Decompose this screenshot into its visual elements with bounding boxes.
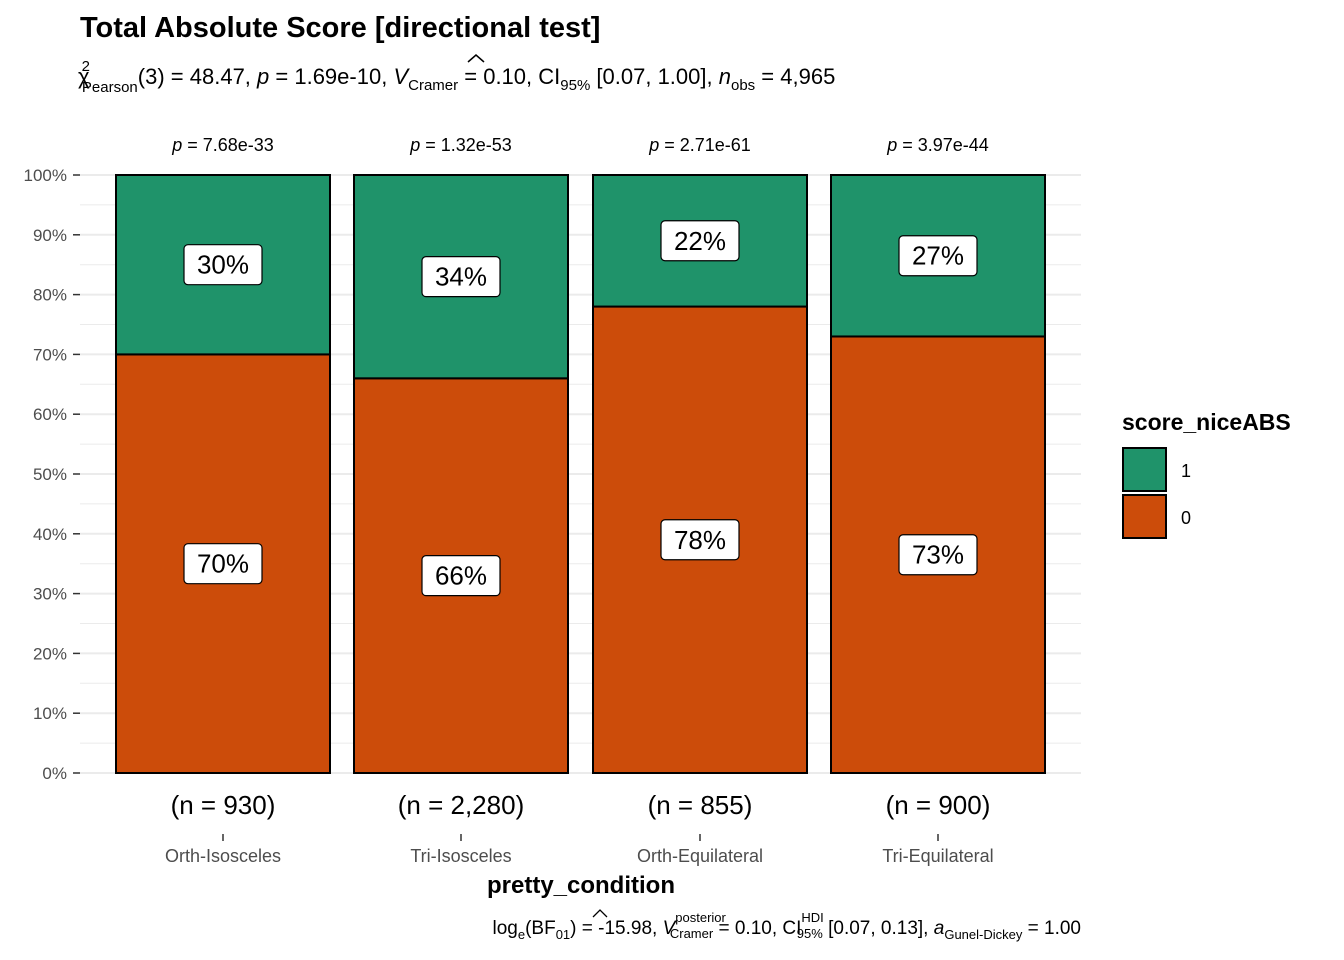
bars xyxy=(115,174,1046,774)
data-label: 22% xyxy=(674,226,726,256)
caption-v-hat-mark xyxy=(592,909,608,918)
data-label-box xyxy=(421,555,501,597)
n-label: (n = 2,280) xyxy=(398,790,524,820)
p-value-label: p = 3.97e-44 xyxy=(886,135,989,155)
n-label: (n = 900) xyxy=(886,790,991,820)
v-hat-mark xyxy=(467,54,485,63)
data-label-box xyxy=(421,256,501,298)
p-value-labels: p = 7.68e-33 p = 1.32e-53 p = 2.71e-61 p = … xyxy=(171,135,989,155)
chart-subtitle: χ2 Pearson(3) = 48.47, p = 1.69e-10, VCra… xyxy=(78,58,835,96)
data-label-box xyxy=(660,220,740,262)
data-label-box xyxy=(183,543,263,585)
y-axis: 0% 10% 20% 30% 40% 50% 60% 70% 80% 90% 100% xyxy=(24,166,80,783)
y-tick-label: 40% xyxy=(33,525,67,544)
data-label: 73% xyxy=(912,540,964,570)
legend-swatch-1 xyxy=(1122,447,1167,492)
x-tick-label: Orth-Equilateral xyxy=(637,846,763,866)
chart-caption: loge(BF01) = -15.98, Vposterior Cramer = … xyxy=(493,910,1082,942)
x-axis: (n = 930) Orth-Isosceles (n = 2,280) Tri-Is… xyxy=(165,790,994,866)
data-label-box xyxy=(898,534,978,576)
p-value-label: p = 1.32e-53 xyxy=(409,135,512,155)
data-label: 30% xyxy=(197,250,249,280)
y-tick-label: 100% xyxy=(24,166,67,185)
data-label: 70% xyxy=(197,549,249,579)
x-axis-title: pretty_condition xyxy=(487,872,675,899)
n-label: (n = 855) xyxy=(648,790,753,820)
y-tick-label: 0% xyxy=(42,764,67,783)
p-value-label: p = 2.71e-61 xyxy=(648,135,751,155)
y-tick-label: 80% xyxy=(33,286,67,305)
x-tick-label: Orth-Isosceles xyxy=(165,846,281,866)
data-label: 34% xyxy=(435,262,487,292)
x-tick-label: Tri-Isosceles xyxy=(410,846,511,866)
bar-labels: 70% 30% 66% 34% 78% 22% 73% 27% xyxy=(183,220,978,597)
data-label: 66% xyxy=(435,561,487,591)
y-tick-label: 90% xyxy=(33,226,67,245)
y-tick-label: 50% xyxy=(33,465,67,484)
data-label: 27% xyxy=(912,241,964,271)
legend-swatch-0 xyxy=(1122,494,1167,539)
data-label: 78% xyxy=(674,525,726,555)
legend-label-1: 1 xyxy=(1181,461,1191,481)
data-label-box xyxy=(183,244,263,286)
data-label-box xyxy=(898,235,978,277)
p-value-label: p = 7.68e-33 xyxy=(171,135,274,155)
y-tick-label: 70% xyxy=(33,345,67,364)
bar-segment-1 xyxy=(592,174,808,308)
legend: score_niceABS 1 0 xyxy=(1122,409,1291,539)
chart-title: Total Absolute Score [directional test] xyxy=(80,12,600,44)
x-tick-label: Tri-Equilateral xyxy=(882,846,993,866)
legend-title: score_niceABS xyxy=(1122,409,1291,435)
y-tick-label: 10% xyxy=(33,704,67,723)
data-label-box xyxy=(660,519,740,561)
n-label: (n = 930) xyxy=(171,790,276,820)
y-tick-label: 60% xyxy=(33,405,67,424)
y-tick-label: 20% xyxy=(33,644,67,663)
legend-label-0: 0 xyxy=(1181,508,1191,528)
y-tick-label: 30% xyxy=(33,585,67,604)
